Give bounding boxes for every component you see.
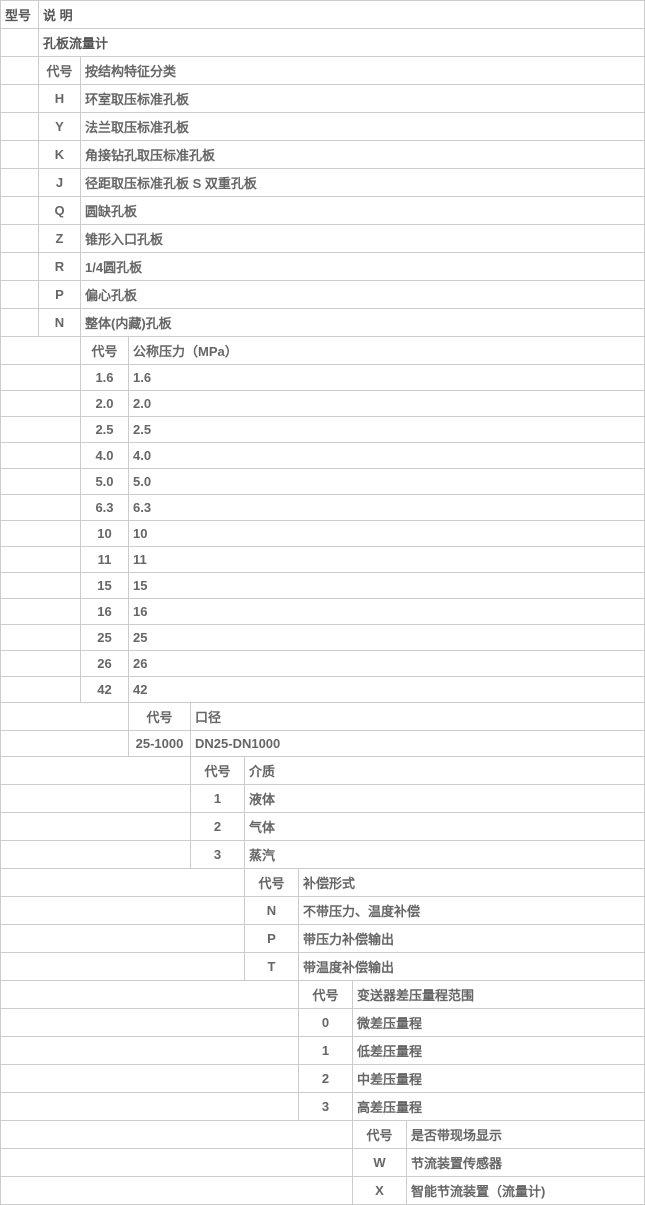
table-row: 6.36.3 — [1, 495, 645, 521]
table-row: T带温度补偿输出 — [1, 953, 645, 981]
table-row: 代号是否带现场显示 — [1, 1121, 645, 1149]
table-row: 0微差压量程 — [1, 1009, 645, 1037]
table-row: 2.02.0 — [1, 391, 645, 417]
table-row: 代号按结构特征分类 — [1, 57, 645, 85]
table-row: 代号变送器差压量程范围 — [1, 981, 645, 1009]
table-row: 2.52.5 — [1, 417, 645, 443]
table-row: Z锥形入口孔板 — [1, 225, 645, 253]
table-row: 4.04.0 — [1, 443, 645, 469]
table-row: 代号补偿形式 — [1, 869, 645, 897]
table-row: 3高差压量程 — [1, 1093, 645, 1121]
table-row: 型号说 明 — [1, 1, 645, 29]
table-row: 1.61.6 — [1, 365, 645, 391]
table-row: 1010 — [1, 521, 645, 547]
table-row: 1低差压量程 — [1, 1037, 645, 1065]
table-row: 代号口径 — [1, 703, 645, 731]
table-row: 2525 — [1, 625, 645, 651]
table-row: Y法兰取压标准孔板 — [1, 113, 645, 141]
table-row: R1/4圆孔板 — [1, 253, 645, 281]
table-row: 1616 — [1, 599, 645, 625]
table-row: Q圆缺孔板 — [1, 197, 645, 225]
table-row: 1液体 — [1, 785, 645, 813]
table-row: N不带压力、温度补偿 — [1, 897, 645, 925]
table-row: 代号介质 — [1, 757, 645, 785]
table-row: 孔板流量计 — [1, 29, 645, 57]
table-row: H环室取压标准孔板 — [1, 85, 645, 113]
table-row: 5.05.0 — [1, 469, 645, 495]
table-row: 4242 — [1, 677, 645, 703]
table-row: 3蒸汽 — [1, 841, 645, 869]
table-row: 2气体 — [1, 813, 645, 841]
table-row: 25-1000DN25-DN1000 — [1, 731, 645, 757]
table-row: 2中差压量程 — [1, 1065, 645, 1093]
table-row: 1515 — [1, 573, 645, 599]
table-row: P偏心孔板 — [1, 281, 645, 309]
table-row: 2626 — [1, 651, 645, 677]
table-row: 1111 — [1, 547, 645, 573]
table-row: K角接钻孔取压标准孔板 — [1, 141, 645, 169]
spec-table: 型号说 明孔板流量计代号按结构特征分类H环室取压标准孔板Y法兰取压标准孔板K角接… — [0, 0, 645, 1205]
table-row: N整体(内藏)孔板 — [1, 309, 645, 337]
table-row: X智能节流装置（流量计) — [1, 1177, 645, 1205]
table-row: 代号公称压力（MPa） — [1, 337, 645, 365]
table-row: P带压力补偿输出 — [1, 925, 645, 953]
table-row: J径距取压标准孔板 S 双重孔板 — [1, 169, 645, 197]
